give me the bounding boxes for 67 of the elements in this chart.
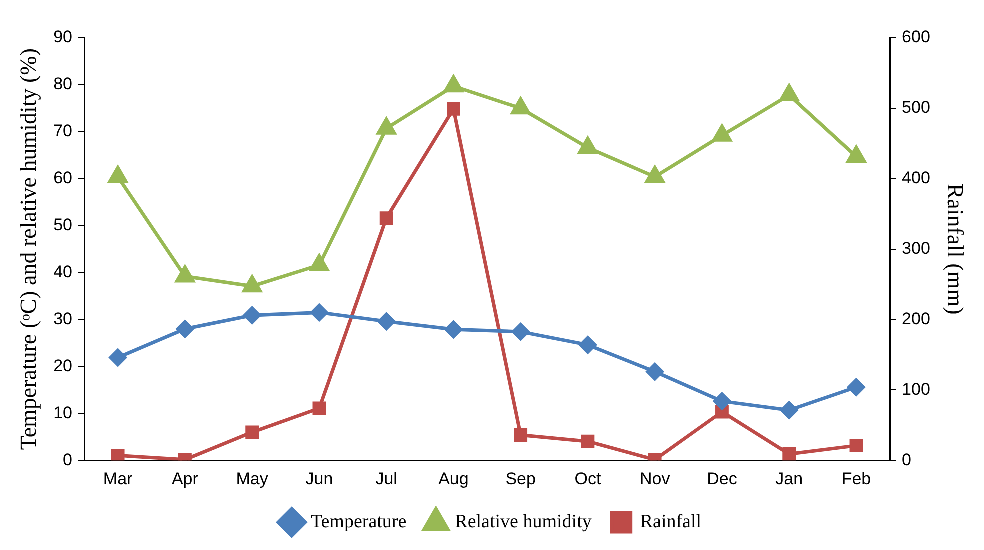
point [377, 118, 396, 135]
x-tick-label: Aug [438, 469, 469, 488]
point [511, 98, 530, 115]
y-tick-label: 0 [63, 450, 73, 470]
point [646, 363, 664, 381]
x-tick-label: Nov [640, 469, 671, 488]
point [444, 76, 464, 93]
y2-tick-label: 0 [902, 450, 912, 470]
x-tick-label: Apr [172, 469, 199, 488]
point [244, 306, 262, 324]
point [242, 276, 262, 293]
x-tick-label: Jan [776, 469, 804, 488]
y-tick-label: 10 [54, 403, 73, 422]
point [646, 166, 665, 184]
y-tick-label: 40 [54, 262, 73, 282]
x-tick-label: Jun [306, 469, 334, 488]
point [581, 434, 595, 448]
y2-axis-title: Rainfall (mm) [943, 184, 968, 315]
y2-tick-label: 400 [902, 168, 930, 188]
legend-label: Rainfall [640, 511, 702, 532]
y-tick-label: 70 [54, 122, 73, 141]
point [176, 266, 195, 283]
point [512, 323, 530, 341]
point [310, 254, 329, 272]
y-tick-label: 80 [54, 74, 73, 94]
point [514, 428, 528, 442]
point [109, 349, 127, 367]
y-axis-title: Temperature (ᵒC) and relative humidity (%) [16, 48, 41, 450]
point [578, 137, 598, 154]
y2-tick-label: 300 [902, 238, 930, 258]
point [850, 439, 864, 453]
x-tick-label: Dec [707, 469, 738, 488]
y-tick-label: 60 [54, 168, 73, 188]
x-tick-label: Mar [103, 469, 134, 488]
point [380, 212, 394, 226]
point [846, 146, 866, 164]
y2-tick-label: 100 [902, 380, 930, 399]
x-tick-label: Sep [506, 469, 536, 488]
point [712, 124, 732, 142]
point [312, 402, 326, 416]
point [780, 402, 798, 420]
point [246, 426, 260, 440]
point [848, 378, 866, 396]
y-tick-label: 30 [54, 309, 73, 328]
y2-tick-label: 600 [902, 28, 930, 47]
y2-tick-label: 500 [902, 98, 930, 118]
x-tick-label: May [236, 469, 269, 488]
x-tick-label: Oct [574, 469, 602, 488]
point [713, 392, 731, 410]
y-tick-label: 20 [54, 356, 73, 376]
point [176, 320, 194, 338]
point [444, 320, 462, 338]
y-tick-label: 90 [54, 28, 73, 47]
point [447, 102, 460, 116]
point [310, 304, 328, 322]
point [782, 448, 796, 461]
point [780, 84, 799, 102]
legend-label: Temperature [310, 511, 407, 532]
point [111, 448, 125, 461]
y-tick-label: 50 [54, 216, 73, 235]
point [378, 312, 396, 330]
x-tick-label: Feb [842, 469, 872, 488]
point [108, 166, 128, 184]
x-tick-label: Jul [376, 469, 398, 488]
legend-label: Relative humidity [455, 511, 592, 532]
point [579, 336, 597, 354]
y2-tick-label: 200 [902, 309, 930, 328]
